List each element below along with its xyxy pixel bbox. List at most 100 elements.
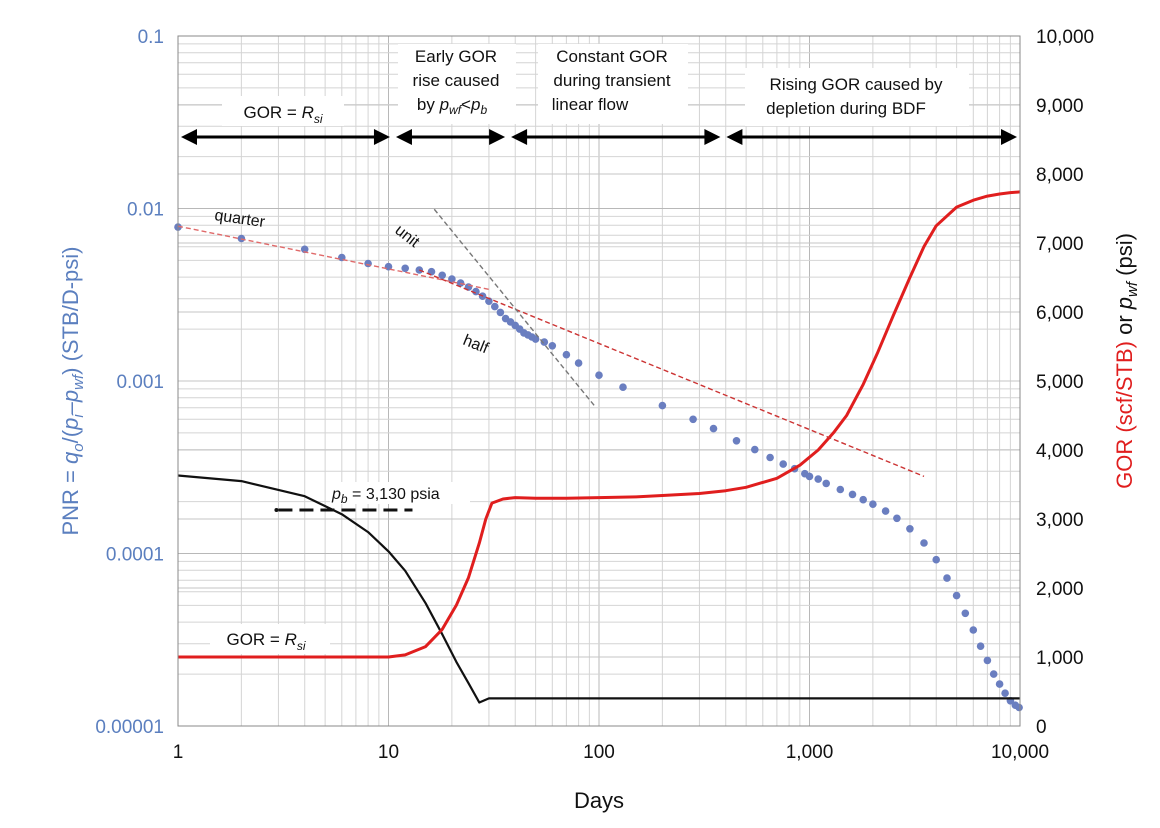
series-pnr-point <box>751 445 759 454</box>
left-y-label-part: /( <box>58 429 83 443</box>
left-y-label-part: q <box>58 451 83 464</box>
series-pnr-point <box>689 415 697 424</box>
early-lt: < <box>461 95 471 114</box>
series-pnr-point <box>540 338 549 346</box>
region-arrows <box>181 129 1017 145</box>
x-tick-label: 10 <box>378 742 399 763</box>
series-pnr-point <box>836 485 845 494</box>
early-s1: wf <box>449 103 463 117</box>
label-box-pb <box>330 482 470 504</box>
series-pnr-point <box>995 680 1004 688</box>
label-box-rsi <box>222 96 344 126</box>
left-y-tick-label: 0.01 <box>127 200 164 221</box>
left-y-tick-label: 0.00001 <box>95 717 164 738</box>
series-pnr-point <box>989 670 998 678</box>
series-pnr-point <box>1001 689 1009 697</box>
right-y-tick-label: 5,000 <box>1036 372 1084 393</box>
series-pnr-point <box>531 335 540 343</box>
region-arrow-head-left <box>395 129 412 145</box>
left-y-label-part: wf <box>70 373 87 390</box>
left-y-label-part: p <box>58 418 83 431</box>
right-y-tick-label: 0 <box>1036 717 1047 738</box>
left-y-label-part: p <box>58 390 83 403</box>
series-pnr-point <box>300 245 309 254</box>
region-label-constant-line3: linear flow <box>552 95 629 114</box>
series-pnr-point <box>732 437 741 445</box>
left-y-axis-label: PNR = qo/(pi–pwf) (STB/D-psi) <box>58 247 87 536</box>
left-y-tick-label: 0.0001 <box>106 545 164 566</box>
region-arrow-head-right <box>1001 129 1017 145</box>
right-y-tick-label: 6,000 <box>1036 303 1084 324</box>
region-label-constant-line2: during transient <box>553 71 670 90</box>
right-y-tick-label: 1,000 <box>1036 648 1084 669</box>
right-y-label-p: p <box>1112 297 1137 310</box>
left-y-label-part: o <box>70 443 87 451</box>
half-slope-label: half <box>461 332 492 358</box>
reference-line-half <box>418 269 925 478</box>
right-y-label-p-sub: wf <box>1124 280 1141 297</box>
series-pnr-point <box>848 490 857 499</box>
pb-p: p <box>331 486 341 503</box>
label-box-rsi-bottom <box>210 624 330 654</box>
series-pnr-point <box>496 308 505 317</box>
right-y-tick-label: 2,000 <box>1036 579 1084 600</box>
label-box-constant <box>538 44 688 124</box>
pb-sub: b <box>341 492 348 506</box>
series-gor-line <box>178 190 1021 659</box>
series-pnr-point <box>595 371 603 380</box>
series-pnr-point <box>920 539 928 547</box>
gor-rsi-sub: si <box>314 112 323 126</box>
label-box-early <box>398 44 516 124</box>
early-p1: p <box>439 95 449 114</box>
series-pnr-point <box>548 342 557 350</box>
series-pnr-point <box>869 500 877 509</box>
right-y-label-unit: (psi) <box>1112 233 1137 282</box>
series-pnr-point <box>893 514 901 523</box>
grid <box>177 35 1020 727</box>
right-y-tick-label: 7,000 <box>1036 234 1084 255</box>
early-s2: b <box>480 103 487 117</box>
left-y-label-part: PNR = <box>58 464 83 536</box>
left-y-label-part: – <box>58 401 83 414</box>
early-by: by <box>417 95 440 114</box>
gor-rsi-bottom-r: R <box>285 630 297 649</box>
plot-frame <box>177 35 1021 727</box>
series-pnr-point <box>574 359 583 367</box>
series-pnr-point <box>881 507 890 515</box>
region-arrow-head-left <box>181 129 197 145</box>
bubble-point-label: pb = 3,130 psia <box>331 486 440 506</box>
series-pnr-point <box>485 297 493 306</box>
right-y-tick-label: 4,000 <box>1036 441 1084 462</box>
right-y-tick-label: 9,000 <box>1036 96 1084 117</box>
region-arrow-head-right <box>373 129 390 145</box>
series-pnr-point <box>961 609 970 618</box>
reference-line-pb-dot <box>274 508 279 513</box>
quarter-slope-label: quarter <box>213 207 266 231</box>
series-pnr-point <box>658 401 667 410</box>
series-pnr-point <box>491 302 499 311</box>
label-box-rising <box>745 68 969 126</box>
series-pnr-point <box>906 525 914 533</box>
series-pnr-point <box>562 350 571 359</box>
gor-rsi-r: R <box>302 103 314 122</box>
right-y-tick-label: 8,000 <box>1036 165 1084 186</box>
series-pnr-point <box>976 642 985 650</box>
series-pnr-point <box>709 424 718 433</box>
reference-line-quarter <box>177 225 490 291</box>
region-arrow-head-left <box>726 129 743 145</box>
gor-rsi-prefix: GOR = <box>243 103 301 122</box>
series-pnr-point <box>805 472 814 481</box>
series-pnr-point <box>472 287 480 296</box>
series-pnr-point <box>779 460 787 468</box>
gor-rsi-bottom-sub: si <box>297 639 306 653</box>
left-y-label-part: ) (STB/D-psi) <box>58 247 83 375</box>
pb-value: = 3,130 psia <box>348 486 440 503</box>
series-pwf-line <box>177 474 1020 704</box>
region-arrow-head-right <box>489 129 506 145</box>
x-tick-label: 1 <box>173 742 184 763</box>
series-pnr-point <box>814 475 822 483</box>
region-label-early-line2: rise caused <box>413 71 500 90</box>
gor-rsi-bottom-prefix: GOR = <box>226 630 284 649</box>
reference-line-unit <box>433 208 595 407</box>
